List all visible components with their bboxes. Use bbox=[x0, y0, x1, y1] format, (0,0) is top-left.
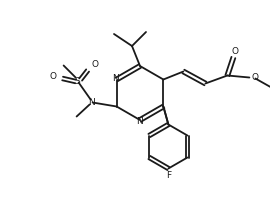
Text: N: N bbox=[88, 98, 95, 107]
Text: S: S bbox=[75, 77, 80, 86]
Text: N: N bbox=[112, 74, 119, 83]
Text: O: O bbox=[49, 72, 56, 81]
Text: O: O bbox=[232, 47, 239, 56]
Text: N: N bbox=[136, 116, 142, 126]
Text: O: O bbox=[91, 60, 98, 69]
Text: F: F bbox=[166, 171, 171, 180]
Text: O: O bbox=[251, 73, 258, 82]
